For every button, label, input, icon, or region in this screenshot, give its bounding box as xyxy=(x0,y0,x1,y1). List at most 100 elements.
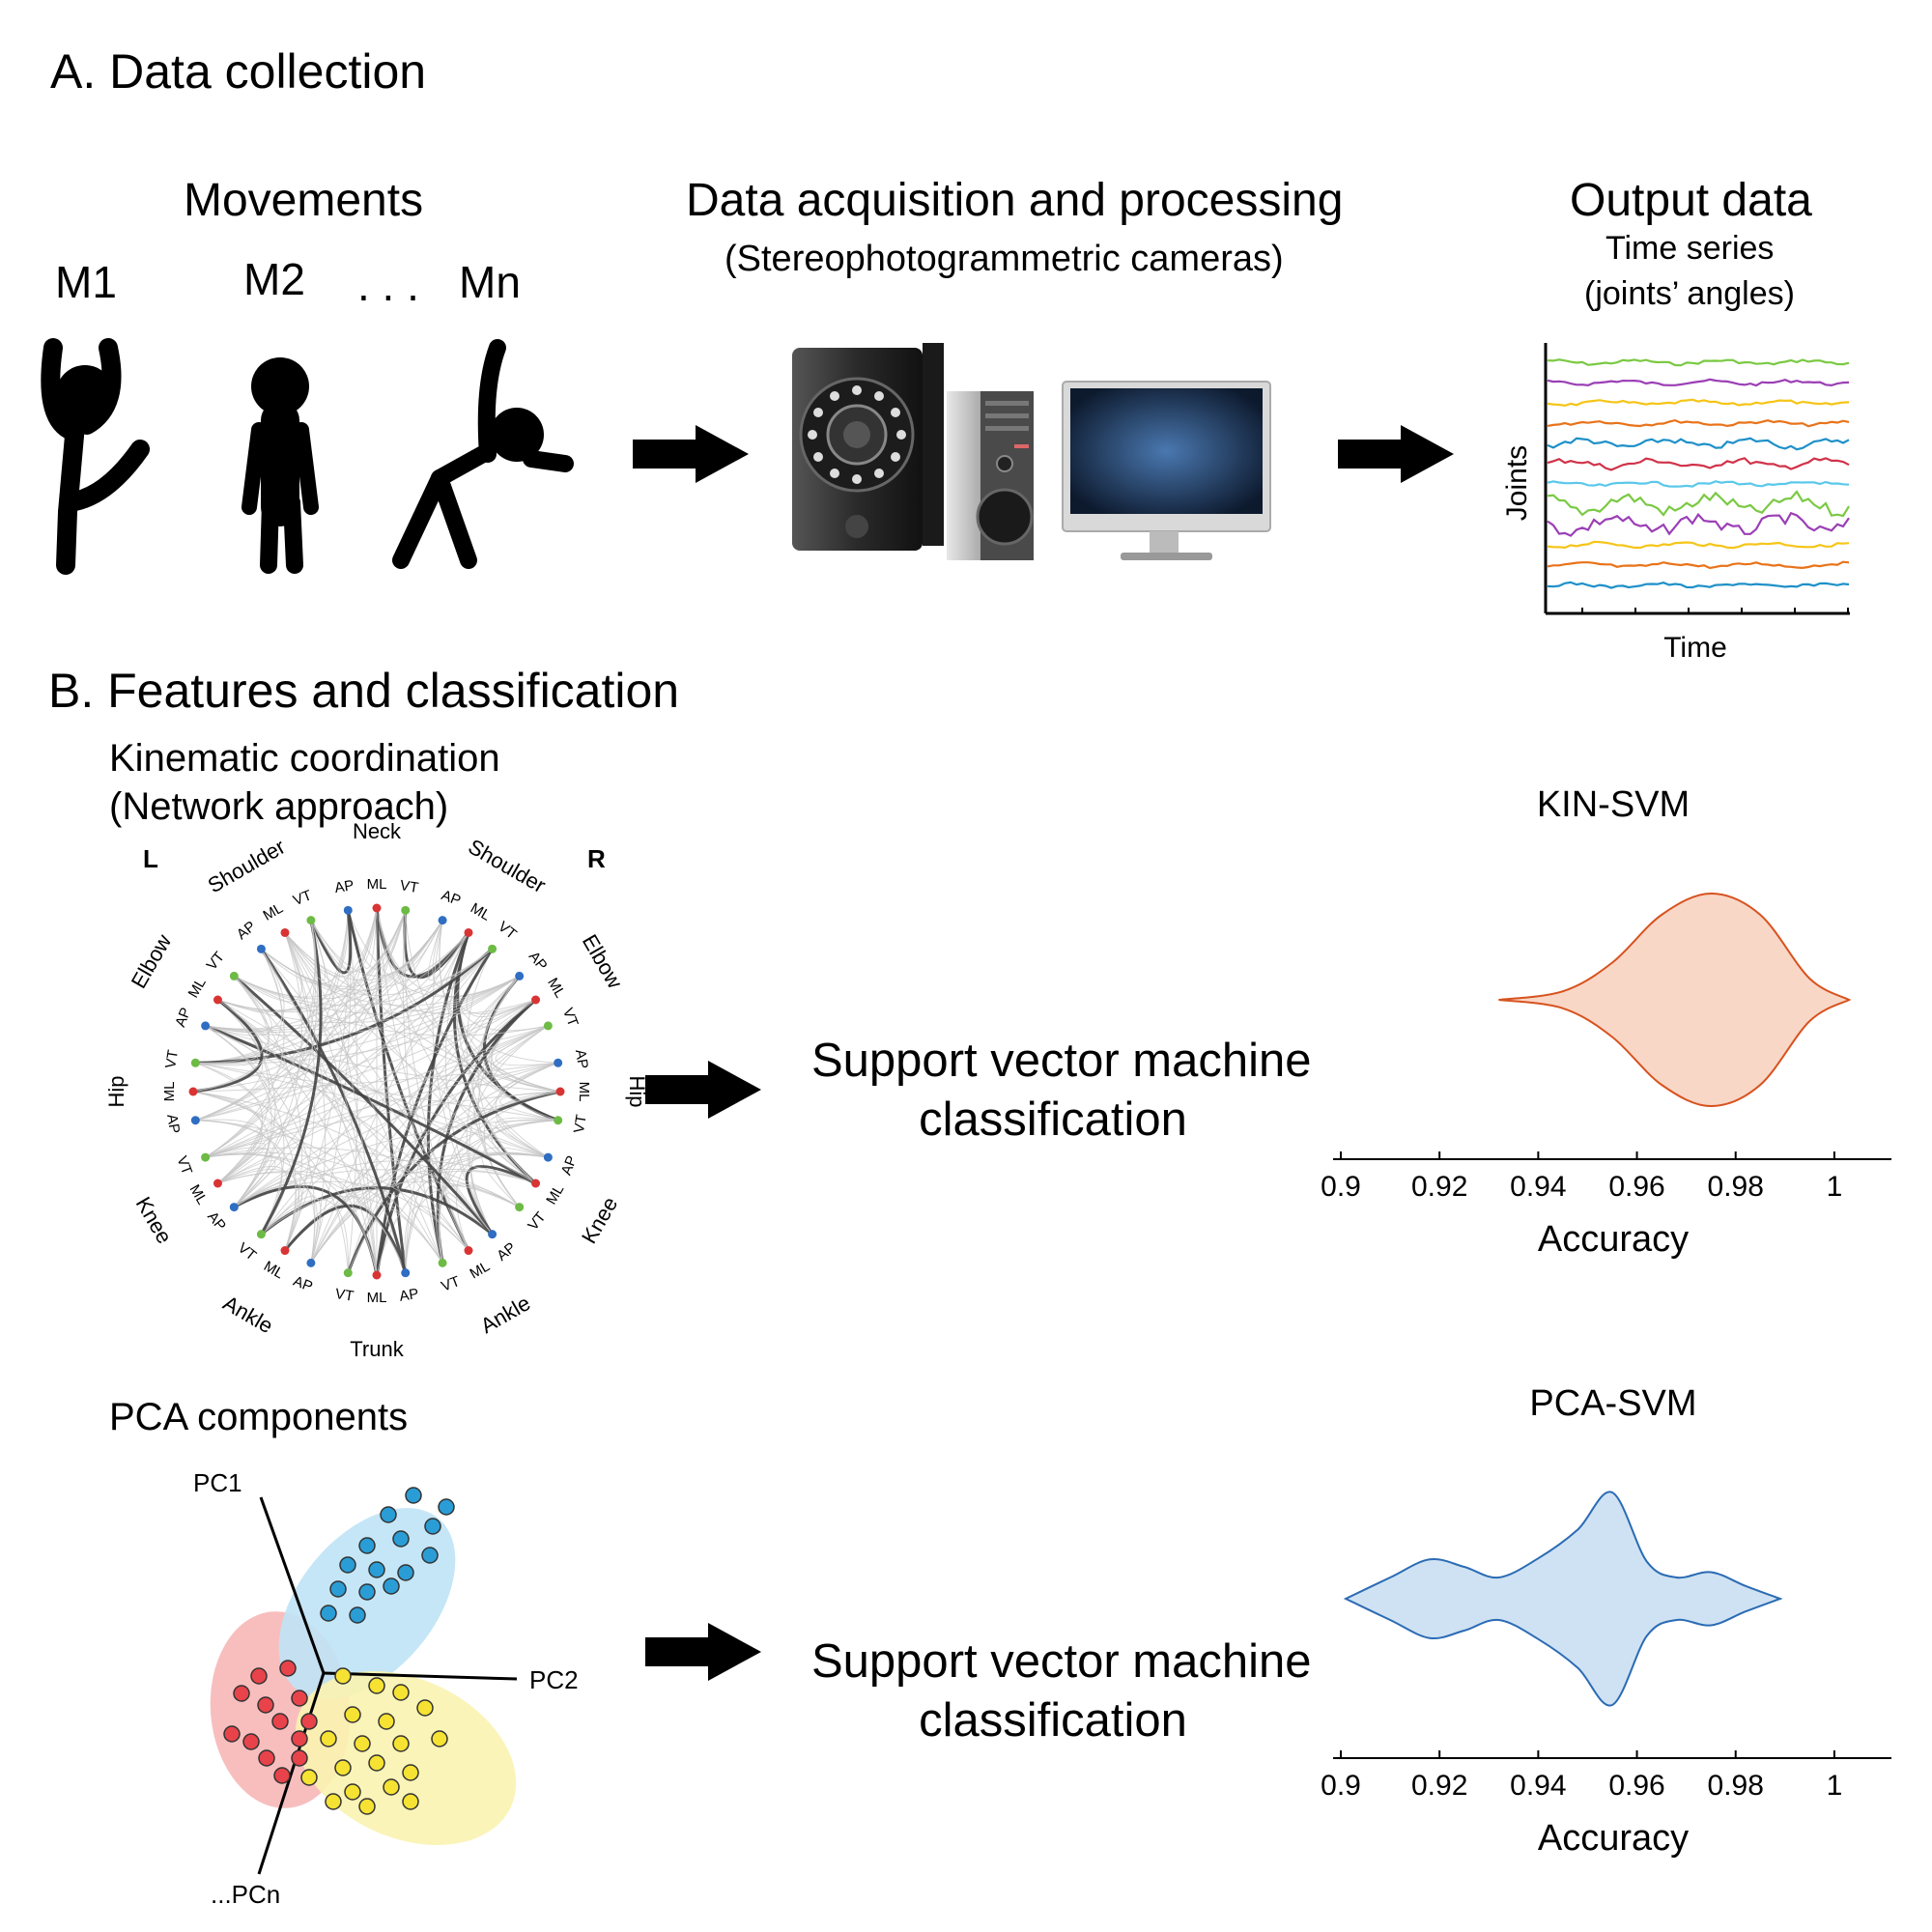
violin-tick-label: 0.94 xyxy=(1510,1770,1566,1802)
network-node xyxy=(543,1152,553,1162)
pca-point xyxy=(402,1793,419,1810)
network-edge xyxy=(195,976,520,1122)
network-edge xyxy=(205,1142,267,1184)
network-edge xyxy=(217,999,443,1264)
network-edge xyxy=(284,932,536,1015)
pca-point xyxy=(320,1605,337,1622)
network-edge xyxy=(496,1091,561,1158)
network-node xyxy=(531,1179,541,1188)
network-axis-label: ML xyxy=(576,1082,592,1102)
network-axis-label: ML xyxy=(260,900,286,924)
pca-point xyxy=(291,1690,308,1707)
network-node xyxy=(190,1116,200,1125)
network-node xyxy=(306,916,316,925)
network-right-label: R xyxy=(587,844,606,873)
pca-point xyxy=(242,1733,260,1750)
pca-point xyxy=(233,1685,250,1702)
network-edge xyxy=(205,920,316,1158)
network-edge xyxy=(234,1180,302,1251)
network-axis-label: AP xyxy=(526,949,551,974)
pca-point xyxy=(334,1759,352,1776)
network-edge xyxy=(284,932,443,1264)
network-edge xyxy=(205,975,520,1037)
pca-point xyxy=(431,1730,448,1747)
network-edge xyxy=(217,920,317,1184)
kinematic-heading-2: (Network approach) xyxy=(109,785,449,828)
network-edge xyxy=(233,932,302,1208)
pca-point xyxy=(438,1498,455,1516)
network-edge xyxy=(205,999,536,1158)
network-edge xyxy=(192,1091,349,1273)
pca-point xyxy=(344,1783,361,1801)
ts-trace xyxy=(1547,540,1850,550)
pca-point xyxy=(358,1798,376,1815)
pca-point xyxy=(383,1778,400,1796)
network-edge xyxy=(217,1159,276,1208)
network-axis-label: AP xyxy=(204,1208,229,1234)
violin-tick-label: 0.96 xyxy=(1608,1171,1664,1203)
network-axis-label: VT xyxy=(162,1049,182,1070)
network-edge xyxy=(205,1153,378,1276)
network-axis-label: VT xyxy=(571,1114,590,1135)
network-edge xyxy=(192,1091,493,1236)
section-a-title: A. Data collection xyxy=(50,44,427,99)
network-node xyxy=(531,995,541,1005)
network-edge xyxy=(195,999,536,1122)
network-node xyxy=(515,971,525,980)
ts-trace xyxy=(1547,378,1850,387)
network-edge xyxy=(284,920,327,981)
network-node xyxy=(229,1203,239,1212)
network-edge xyxy=(217,1025,549,1184)
pca-point xyxy=(402,1764,419,1781)
ts-ylabel: Joints xyxy=(1501,445,1533,521)
violin-title: PCA-SVM xyxy=(1529,1383,1696,1424)
network-edge xyxy=(192,976,520,1093)
network-axis-label: VT xyxy=(399,877,420,896)
network-edge xyxy=(402,910,443,1264)
network-edge xyxy=(233,975,494,1236)
network-edge xyxy=(205,948,493,1158)
network-edge xyxy=(284,932,378,1276)
network-node xyxy=(488,944,497,953)
violin-tick-label: 0.9 xyxy=(1321,1770,1361,1802)
violin-xlabel: Accuracy xyxy=(1538,1219,1689,1260)
output-line2: (joints’ angles) xyxy=(1584,275,1795,312)
network-edge xyxy=(284,932,493,1235)
network-edge xyxy=(261,1196,322,1264)
network-node xyxy=(515,1203,525,1212)
pca-point xyxy=(250,1667,268,1685)
network-edge xyxy=(234,1062,558,1208)
pca-point xyxy=(291,1730,308,1747)
network-edge xyxy=(444,932,493,991)
network-edge xyxy=(310,932,469,1264)
monitor-icon xyxy=(1062,381,1271,560)
network-axis-label: VT xyxy=(291,887,314,909)
network-edge xyxy=(205,976,272,1037)
network-node xyxy=(343,1268,353,1278)
network-edge xyxy=(195,1025,259,1066)
pca-label-pc1: PC1 xyxy=(193,1468,242,1497)
network-axis-label: ML xyxy=(467,1258,493,1282)
arrow-to-acquisition-icon xyxy=(633,425,749,483)
network-group-label: Trunk xyxy=(350,1337,404,1361)
output-line1: Time series xyxy=(1605,230,1775,267)
network-edge xyxy=(195,999,536,1065)
violin-tick-label: 0.96 xyxy=(1608,1770,1664,1802)
pca-point xyxy=(320,1730,337,1747)
network-edge xyxy=(465,1165,537,1236)
network-edge xyxy=(234,975,549,1037)
violin-tick-label: 0.9 xyxy=(1321,1171,1361,1203)
network-node xyxy=(188,1087,198,1096)
network-axis-label: VT xyxy=(559,1006,582,1029)
ts-trace xyxy=(1547,511,1850,537)
pca-point xyxy=(368,1561,385,1578)
ts-trace xyxy=(1547,398,1850,408)
network-edge xyxy=(309,910,353,975)
acquisition-hardware xyxy=(792,343,1271,560)
network-group-label: Elbow xyxy=(127,930,177,992)
network-node xyxy=(543,1021,553,1031)
arrow-network-to-svm-icon xyxy=(645,1061,761,1119)
network-edge xyxy=(233,920,318,1208)
network-group-label: Shoulder xyxy=(204,835,290,898)
violin-body xyxy=(1343,1491,1783,1707)
